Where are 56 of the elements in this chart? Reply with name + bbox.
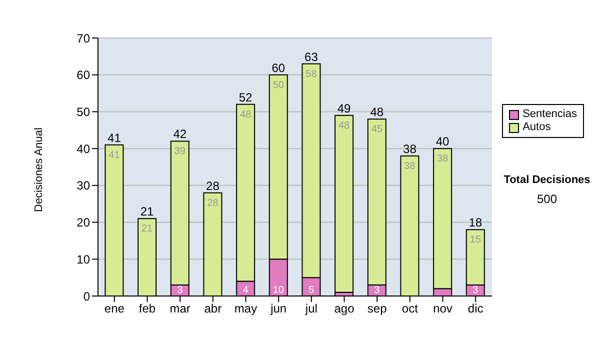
data-label: 41 bbox=[108, 150, 120, 161]
data-label: 39 bbox=[174, 146, 186, 158]
data-label: 48 bbox=[240, 109, 252, 120]
x-tick-label: oct bbox=[402, 302, 419, 316]
data-label: 45 bbox=[371, 124, 383, 136]
data-label: 3 bbox=[472, 285, 479, 296]
x-tick-label: abr bbox=[204, 302, 222, 316]
total-label: 60 bbox=[272, 60, 286, 75]
total-label: 21 bbox=[140, 204, 154, 219]
data-label: 3 bbox=[177, 285, 184, 296]
data-label: 10 bbox=[272, 285, 284, 296]
y-tick-label: 20 bbox=[76, 216, 90, 230]
text: Total Decisiones bbox=[502, 174, 592, 186]
x-tick-label: jul bbox=[304, 302, 318, 316]
data-label: 38 bbox=[404, 160, 416, 172]
y-tick-label: 40 bbox=[76, 142, 90, 156]
y-tick-label: 60 bbox=[76, 68, 90, 82]
x-tick-label: sep bbox=[367, 302, 388, 316]
data-label: 5 bbox=[308, 285, 314, 296]
y-axis-title: Decisiones Anual bbox=[32, 128, 45, 212]
x-tick-label: jun bbox=[270, 302, 287, 316]
y-tick-label: 30 bbox=[76, 178, 90, 193]
x-tick-label: nov bbox=[433, 302, 452, 316]
y-tick-label: 50 bbox=[76, 104, 90, 119]
x-tick-label: ene bbox=[104, 302, 125, 316]
total-label: 49 bbox=[337, 101, 352, 116]
data-label: 15 bbox=[470, 234, 482, 246]
total-label: 40 bbox=[436, 134, 450, 149]
y-tick-label: 10 bbox=[76, 252, 90, 266]
x-tick-label: ago bbox=[334, 302, 355, 316]
data-label: 38 bbox=[436, 154, 449, 165]
total-label: 52 bbox=[238, 90, 253, 104]
y-tick-label: 0 bbox=[83, 289, 90, 304]
y-tick-label: 70 bbox=[76, 31, 90, 46]
total-label: 63 bbox=[304, 50, 318, 64]
total-label: 18 bbox=[468, 216, 482, 230]
data-label: 3 bbox=[374, 285, 380, 296]
data-label: 50 bbox=[272, 80, 284, 91]
total-label: 28 bbox=[206, 178, 220, 193]
text: 500 bbox=[536, 192, 558, 206]
legend-label: Autos bbox=[522, 121, 551, 134]
x-tick-label: feb bbox=[138, 302, 156, 316]
total-label: 41 bbox=[108, 130, 122, 145]
data-label: 21 bbox=[141, 224, 154, 235]
x-tick-label: mar bbox=[170, 302, 190, 316]
data-label: 28 bbox=[207, 198, 219, 209]
total-label: 48 bbox=[370, 105, 384, 120]
legend-label: Sentencias bbox=[522, 108, 577, 121]
x-tick-label: may bbox=[234, 302, 258, 316]
data-label: 58 bbox=[306, 68, 318, 80]
total-label: 42 bbox=[173, 127, 187, 142]
x-tick-label: dic bbox=[468, 302, 484, 316]
data-label: 48 bbox=[338, 120, 350, 132]
data-label: 4 bbox=[242, 285, 249, 296]
total-label: 38 bbox=[403, 142, 417, 156]
bar bbox=[334, 114, 354, 293]
